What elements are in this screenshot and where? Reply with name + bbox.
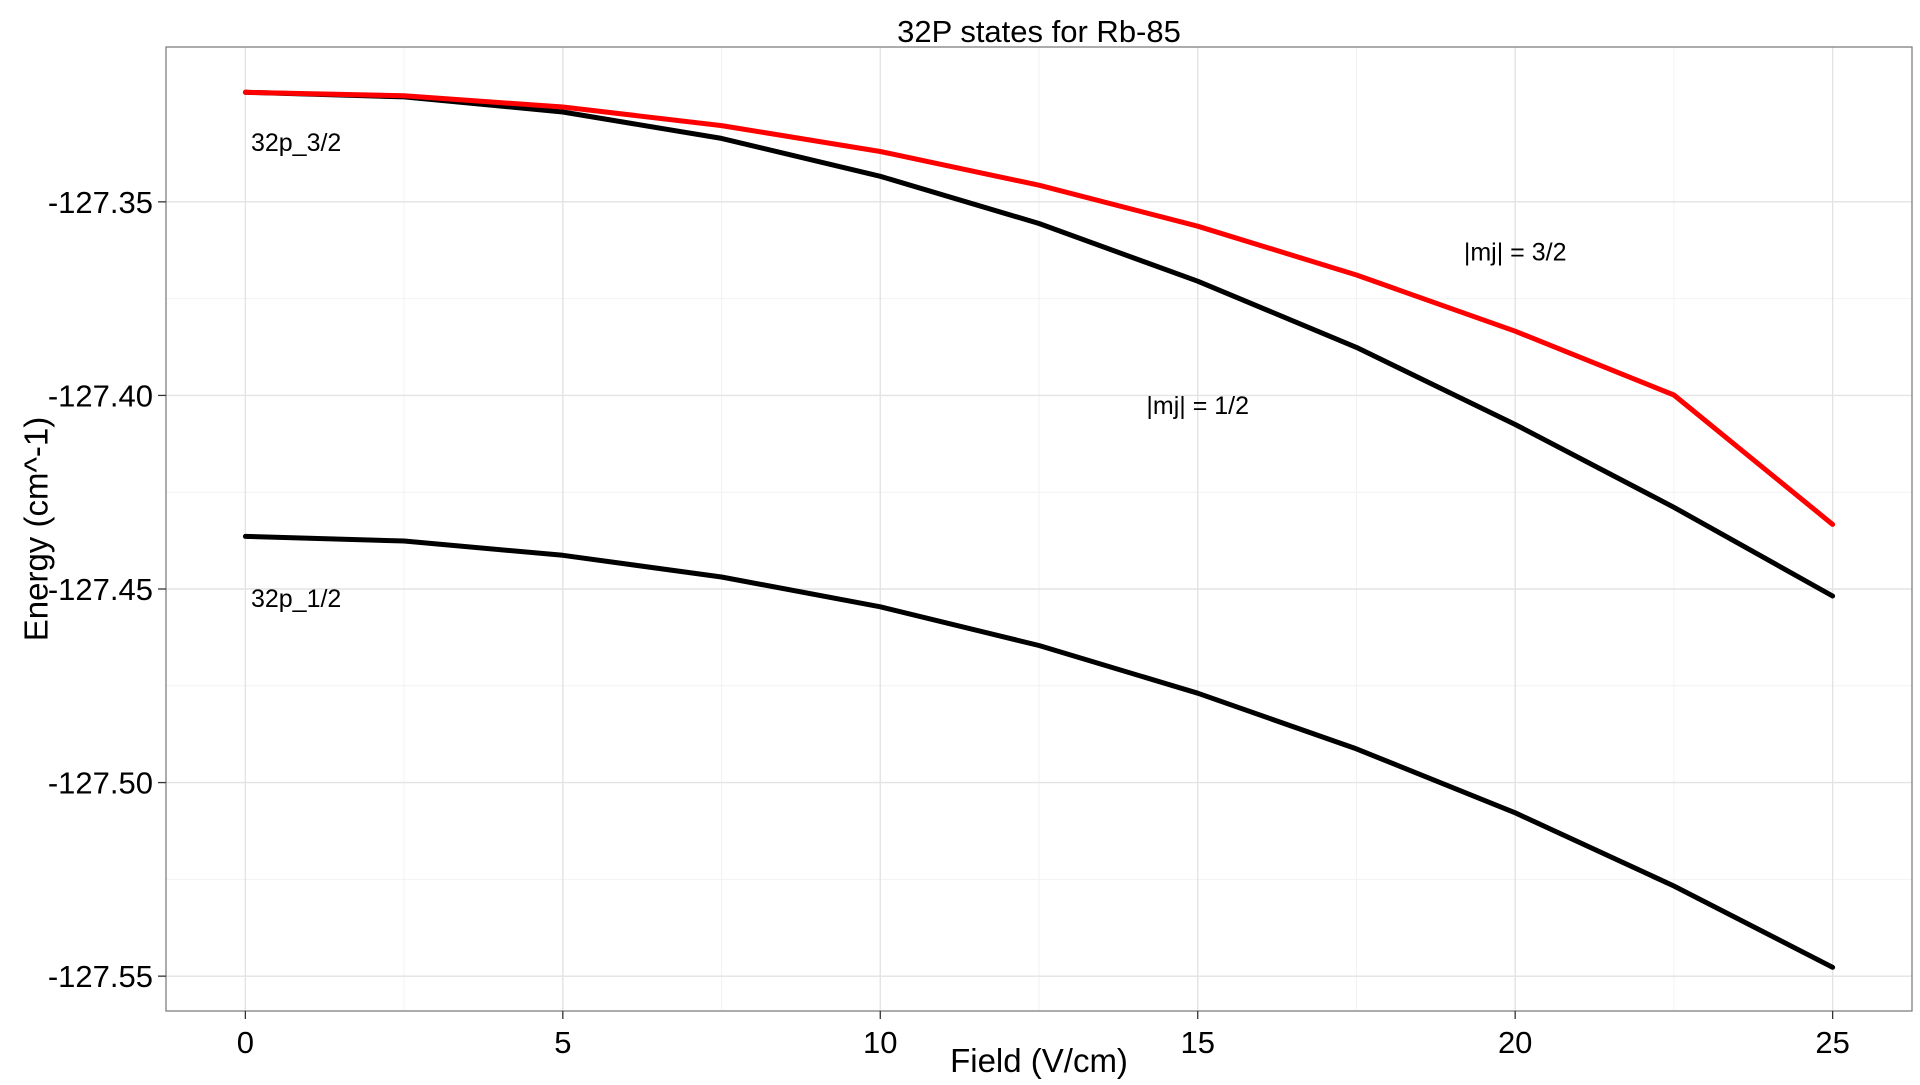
y-axis-ticks: -127.35 -127.40 -127.45 -127.50 -127.55 bbox=[48, 185, 166, 994]
plot-panel-border bbox=[165, 46, 1913, 1012]
annotations: 32p_3/2 32p_1/2 |mj| = 3/2 |mj| = 1/2 bbox=[251, 129, 1567, 613]
x-tick-label: 5 bbox=[554, 1025, 571, 1060]
annotation-label: 32p_1/2 bbox=[251, 585, 341, 613]
annotation-label: |mj| = 3/2 bbox=[1464, 238, 1567, 266]
x-tick-label: 10 bbox=[863, 1025, 897, 1060]
y-tick-label: -127.35 bbox=[48, 185, 153, 220]
x-tick-label: 20 bbox=[1498, 1025, 1532, 1060]
y-tick-label: -127.45 bbox=[48, 572, 153, 607]
y-tick-label: -127.50 bbox=[48, 766, 153, 801]
annotation-label: |mj| = 1/2 bbox=[1146, 392, 1249, 420]
series-line-3 bbox=[242, 89, 1836, 527]
series-line-2 bbox=[242, 89, 1836, 599]
x-tick-label: 25 bbox=[1815, 1025, 1849, 1060]
x-axis-title: Field (V/cm) bbox=[950, 1042, 1128, 1079]
series-lines bbox=[242, 89, 1836, 970]
series-line-1 bbox=[242, 533, 1836, 970]
chart-title: 32P states for Rb-85 bbox=[897, 14, 1181, 49]
grid bbox=[166, 47, 1912, 1011]
y-axis-title: Energy (cm^-1) bbox=[18, 417, 55, 642]
y-tick-label: -127.40 bbox=[48, 378, 153, 413]
y-tick-label: -127.55 bbox=[48, 959, 153, 994]
annotation-label: 32p_3/2 bbox=[251, 129, 341, 157]
x-axis-ticks: 0 5 10 15 20 25 bbox=[237, 1011, 1850, 1060]
x-tick-label: 15 bbox=[1180, 1025, 1214, 1060]
x-tick-label: 0 bbox=[237, 1025, 254, 1060]
